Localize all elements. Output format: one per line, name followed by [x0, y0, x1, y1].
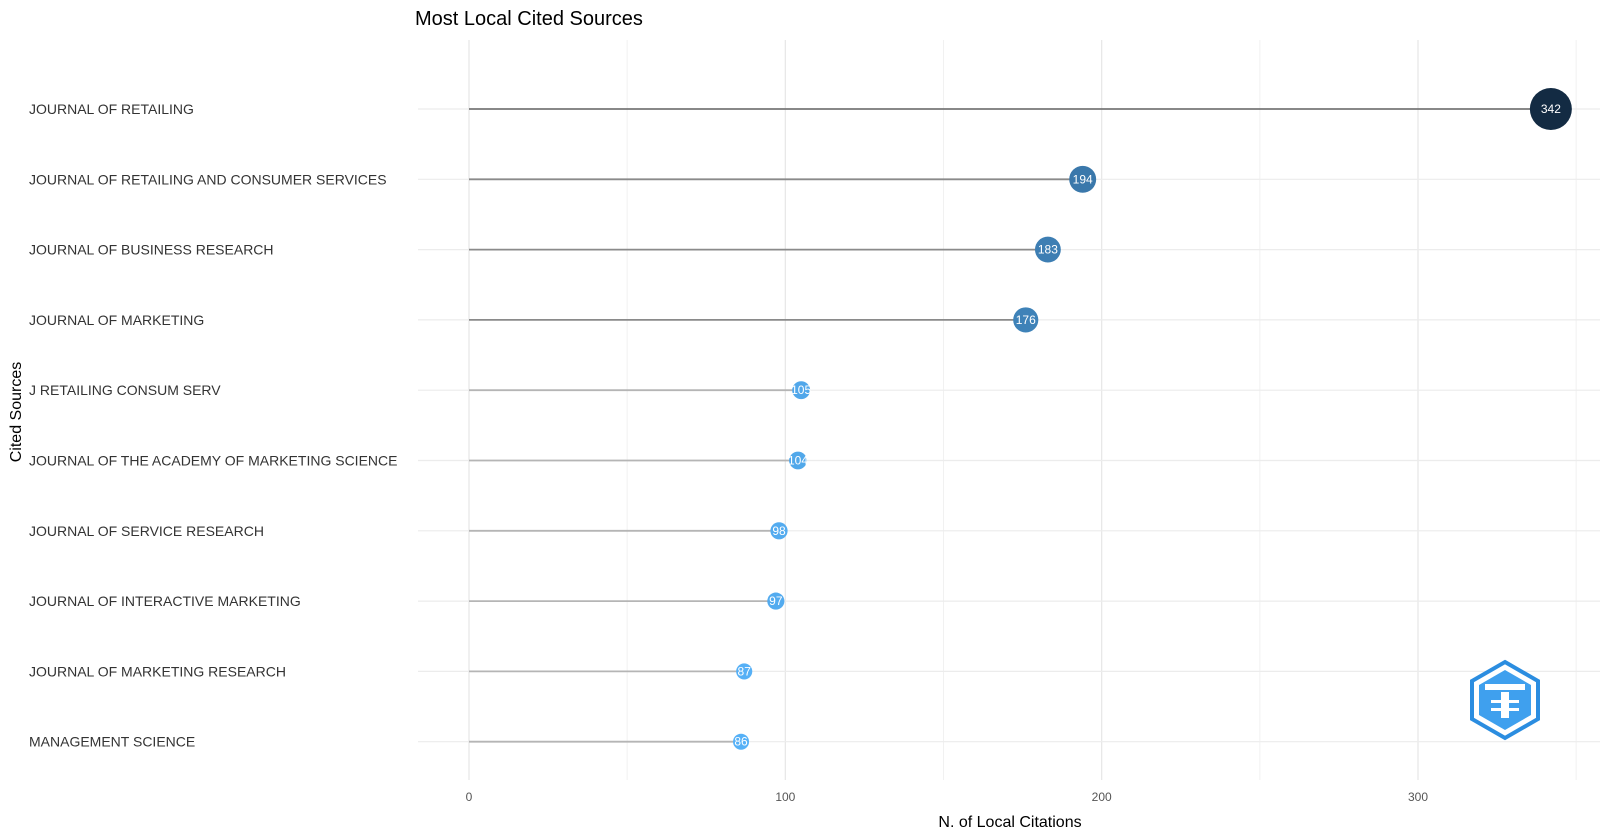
y-category-label: JOURNAL OF BUSINESS RESEARCH	[29, 242, 274, 258]
lollipop-point	[733, 733, 750, 750]
y-category-label: J RETAILING CONSUM SERV	[29, 382, 221, 398]
y-category-label: MANAGEMENT SCIENCE	[29, 734, 195, 750]
stem-layer	[469, 108, 1551, 743]
lollipop-point	[770, 522, 788, 540]
y-axis-title: Cited Sources	[8, 362, 25, 463]
lollipop-point	[767, 592, 785, 610]
data-value-label: 194	[1073, 172, 1093, 186]
x-tick-label: 300	[1408, 790, 1428, 804]
y-category-label: JOURNAL OF SERVICE RESEARCH	[29, 523, 264, 539]
y-category-label: JOURNAL OF THE ACADEMY OF MARKETING SCIE…	[29, 453, 397, 469]
data-value-label: 176	[1016, 313, 1036, 327]
x-tick-label: 200	[1092, 790, 1112, 804]
lollipop-point	[736, 663, 753, 680]
y-category-label: JOURNAL OF MARKETING RESEARCH	[29, 663, 286, 679]
x-tick-label: 100	[775, 790, 795, 804]
data-value-label: 86	[734, 735, 748, 749]
y-category-label: JOURNAL OF RETAILING AND CONSUMER SERVIC…	[29, 171, 387, 187]
y-category-label: JOURNAL OF INTERACTIVE MARKETING	[29, 593, 301, 609]
y-category-label: JOURNAL OF MARKETING	[29, 312, 204, 328]
lollipop-point	[789, 451, 807, 470]
data-value-label: 342	[1541, 102, 1561, 116]
x-tick-label: 0	[466, 790, 473, 804]
data-value-label: 87	[738, 664, 752, 678]
label-layer: 0 100 200 300 JOURNAL OF RETAILING 342 JOURNAL…	[29, 101, 1561, 804]
data-value-label: 183	[1038, 243, 1058, 257]
lollipop-point	[1034, 236, 1061, 263]
lollipop-point	[1069, 165, 1097, 193]
grid-layer	[418, 40, 1600, 780]
data-value-label: 105	[791, 383, 811, 397]
data-value-label: 104	[788, 454, 808, 468]
chart-title: Most Local Cited Sources	[415, 8, 643, 30]
lollipop-point	[1013, 307, 1039, 333]
x-axis-title: N. of Local Citations	[938, 814, 1081, 831]
data-value-label: 98	[772, 524, 786, 538]
data-value-label: 97	[769, 594, 783, 608]
y-category-label: JOURNAL OF RETAILING	[29, 101, 194, 117]
lollipop-point	[1529, 88, 1572, 130]
logo-badge	[1470, 659, 1540, 741]
lollipop-point	[792, 381, 811, 400]
point-layer	[733, 88, 1572, 750]
